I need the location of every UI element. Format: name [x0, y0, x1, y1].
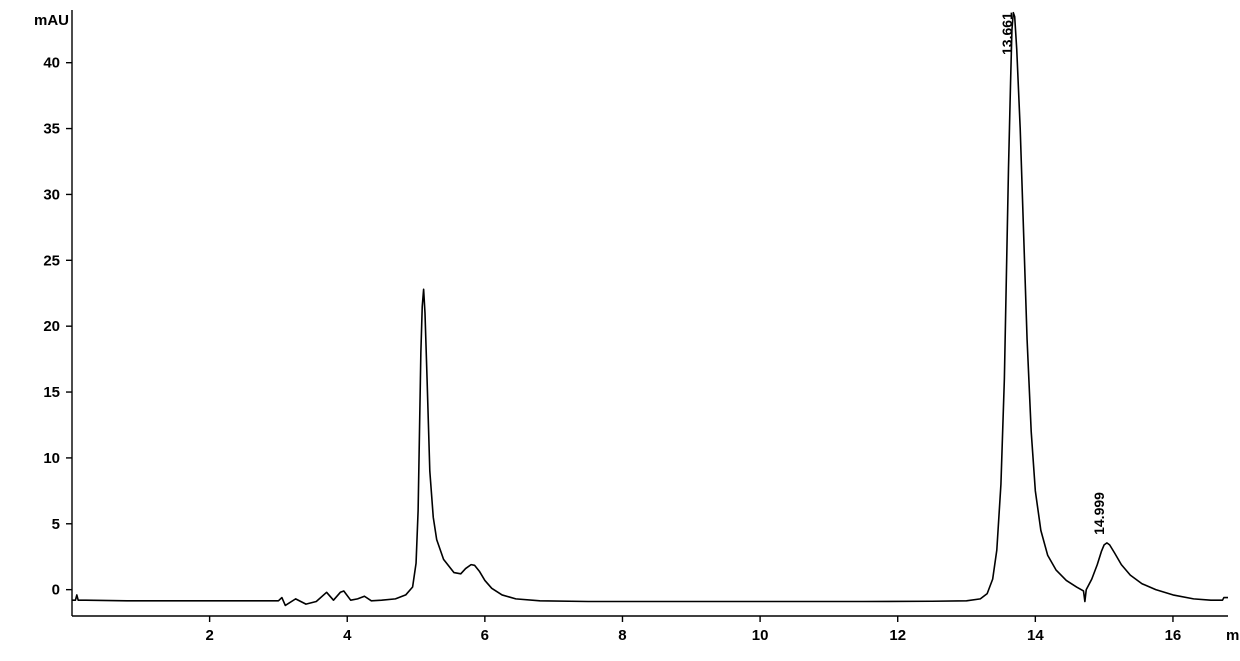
x-tick-label: 14: [1027, 627, 1044, 644]
x-axis-label: min: [1226, 627, 1240, 644]
y-tick-label: 30: [43, 186, 60, 203]
chromatogram-trace: [72, 13, 1228, 606]
x-tick-label: 6: [481, 627, 489, 644]
x-tick-label: 16: [1165, 627, 1182, 644]
peak-label: 14.999: [1091, 492, 1107, 535]
x-tick-label: 10: [752, 627, 769, 644]
x-tick-label: 2: [205, 627, 213, 644]
chromatogram-chart: 0 5 10 15 20 25 30 35 40 2 4 6 8 10 12 14 16 mAU min 13.661…: [0, 0, 1240, 661]
x-tick-label: 8: [618, 627, 626, 644]
y-tick-label: 5: [52, 516, 60, 533]
y-axis-label: mAU: [34, 12, 69, 29]
y-tick-label: 10: [43, 450, 60, 467]
y-tick-label: 0: [52, 582, 60, 599]
x-tick-label: 12: [889, 627, 906, 644]
y-tick-label: 15: [43, 384, 60, 401]
y-tick-label: 35: [43, 121, 60, 138]
y-tick-label: 20: [43, 318, 60, 335]
peak-label: 13.661: [999, 12, 1015, 55]
y-tick-label: 40: [43, 55, 60, 72]
chart-svg: 0 5 10 15 20 25 30 35 40 2 4 6 8 10 12 14 16 mAU min 13.661…: [0, 0, 1240, 661]
x-tick-label: 4: [343, 627, 352, 644]
y-tick-label: 25: [43, 252, 60, 269]
